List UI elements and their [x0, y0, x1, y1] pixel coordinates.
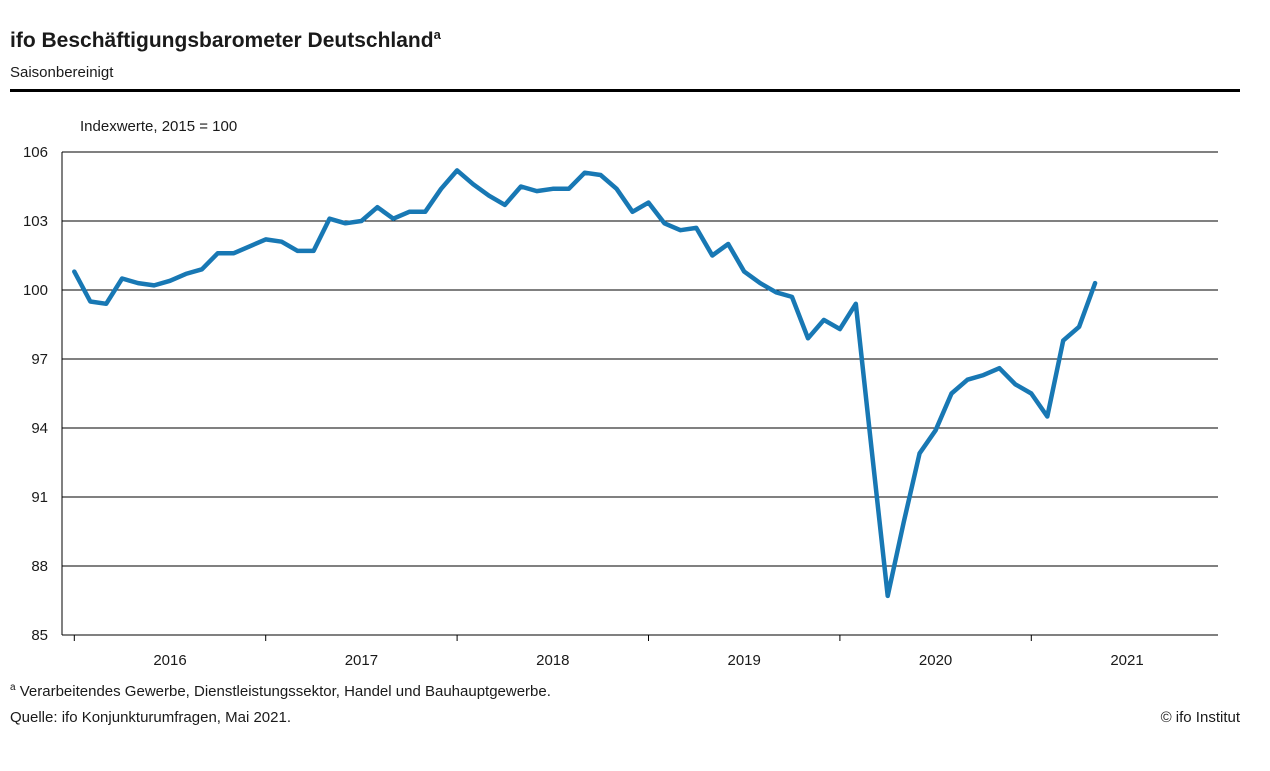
chart-unit-label: Indexwerte, 2015 = 100 [80, 118, 238, 135]
x-tick-label: 2017 [345, 652, 378, 669]
title-footnote-marker: a [433, 27, 441, 42]
x-tick-label: 2020 [919, 652, 952, 669]
x-tick-label: 2021 [1110, 652, 1143, 669]
x-tick-label: 2016 [153, 652, 186, 669]
y-tick-label: 91 [31, 489, 48, 506]
y-tick-label: 106 [23, 144, 48, 161]
page-subtitle: Saisonbereinigt [10, 64, 114, 81]
source-note: Quelle: ifo Konjunkturumfragen, Mai 2021… [10, 709, 291, 726]
series-line [72, 168, 1098, 599]
copyright-note: © ifo Institut [1160, 709, 1240, 726]
footnote: a Verarbeitendes Gewerbe, Dienstleistung… [10, 682, 551, 700]
x-tick-label: 2019 [728, 652, 761, 669]
footnote-marker: a [10, 682, 16, 693]
x-tick-label: 2018 [536, 652, 569, 669]
y-tick-label: 100 [23, 282, 48, 299]
page-title-text: ifo Beschäftigungsbarometer Deutschland [10, 29, 434, 52]
y-tick-label: 85 [31, 627, 48, 644]
y-tick-label: 97 [31, 351, 48, 368]
y-tick-label: 88 [31, 558, 48, 575]
page-title: ifo Beschäftigungsbarometer Deutschlanda [10, 27, 441, 52]
y-tick-label: 103 [23, 213, 48, 230]
header-divider [10, 89, 1240, 92]
footnote-text: Verarbeitendes Gewerbe, Dienstleistungss… [15, 683, 551, 700]
y-tick-label: 94 [31, 420, 48, 437]
